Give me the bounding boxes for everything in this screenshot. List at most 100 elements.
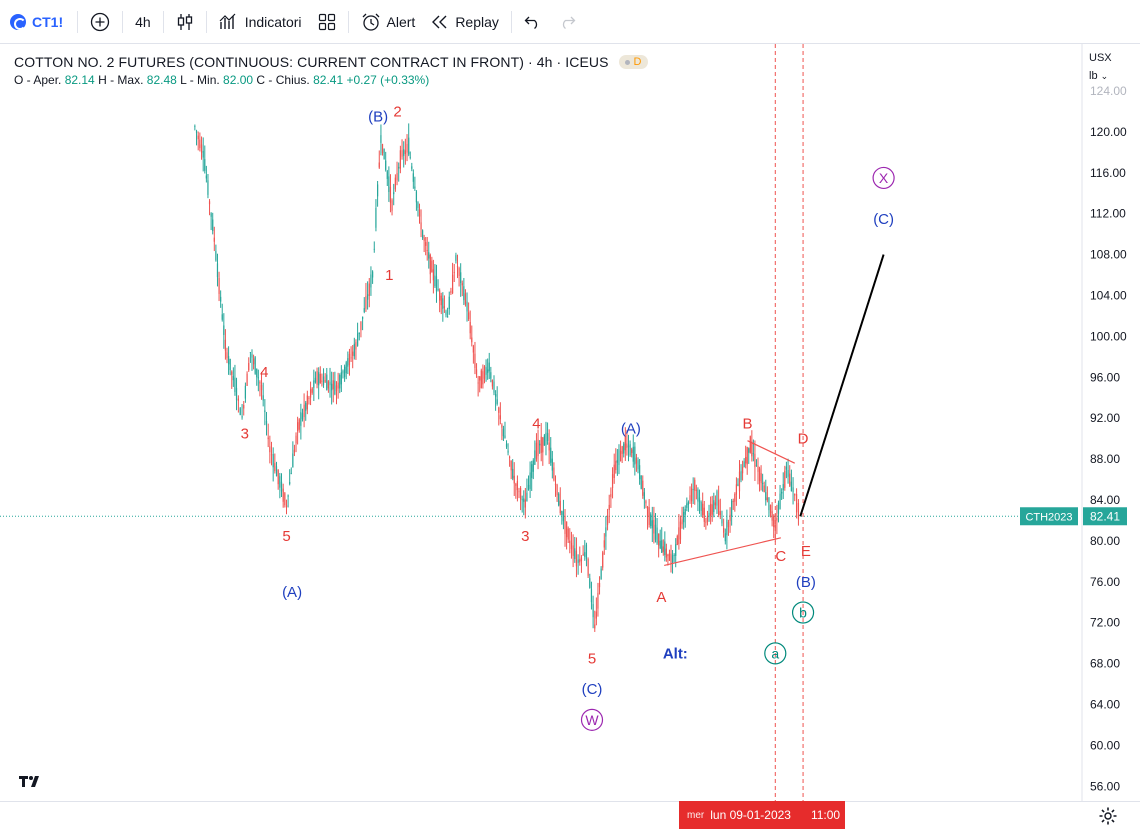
candle-body [434,275,436,287]
candle-body [391,200,393,211]
tradingview-logo-icon[interactable] [16,770,46,792]
projection-line [799,254,885,517]
candle-body [698,497,701,503]
candle-body [645,501,647,504]
wave-label-circle [764,642,787,665]
layout-templates-button[interactable] [310,7,344,37]
candle-body [355,342,357,350]
candle-body [367,294,369,300]
candle-body [308,397,310,399]
high-label: H - Max. [98,73,144,87]
candle-body [529,472,531,489]
candle-body [295,435,297,444]
candle-body [646,506,649,518]
candle-body [417,202,419,208]
candle-body [460,272,462,284]
candle-body [703,507,705,522]
candle-body [651,520,653,529]
candle-body [675,544,677,556]
symbol-logo-icon [10,13,26,30]
candle-body [592,604,594,618]
candle-body [279,476,281,488]
candle-body [534,450,536,465]
unit-label: lb [1089,70,1098,82]
price-chart[interactable]: 124.00 120.00 116.00 112.00 108.00 104.00 100.… [0,44,1140,836]
candle-body [202,150,204,158]
candle-body [401,150,403,157]
candle-body [332,380,334,390]
candle-body [714,502,716,506]
toolbar-divider [77,10,79,33]
candle-body [535,442,538,459]
candle-body [249,352,252,353]
candle-body [695,489,697,491]
candle-body [679,521,682,540]
candle-body [221,314,223,320]
candle-body [667,554,669,557]
candle-body [420,222,422,230]
candle-body [396,173,398,181]
series-title: COTTON NO. 2 FUTURES (CONTINUOUS: CURREN… [14,54,609,70]
candle-body [697,489,699,502]
candle-body [218,278,220,294]
candle-body [521,499,523,501]
candle-body [298,419,300,430]
candle-body [353,343,355,357]
chart-pane[interactable]: 124.00 120.00 116.00 112.00 108.00 104.00 100.… [0,44,1140,836]
candle-body [532,460,534,472]
compare-add-button[interactable] [82,7,118,37]
candle-body [537,439,539,457]
candle-body [723,527,725,533]
wave-label: (C) [582,681,603,698]
candle-body [306,395,308,410]
candle-body [319,373,321,384]
price-tick-label: 72.00 [1090,616,1120,630]
wave-label: 5 [588,650,596,667]
symbol-badge [1020,507,1078,526]
market-status-badge[interactable]: D [618,55,648,69]
candle-body [428,252,430,259]
candle-body [642,480,644,496]
candle-body [784,470,786,488]
candle-body [746,447,748,465]
candle-body [631,449,633,454]
candle-body [270,454,273,456]
crosshair-prefix: mer [687,809,705,821]
candle-body [689,495,691,501]
unit-selector[interactable]: lb ⌄ [1089,70,1108,82]
candle-body [334,380,336,395]
candle-body [676,535,678,545]
chart-type-button[interactable] [168,7,202,37]
candle-body [546,433,549,442]
interval-label: 4h [135,13,151,30]
candle-body [297,422,299,431]
wave-label: b [799,604,807,620]
symbol-search-button[interactable]: CT1! [0,7,73,37]
wave-label: 3 [241,426,249,443]
candle-body [635,457,638,464]
low-value: 82.00 [223,73,254,87]
candle-body [505,443,508,447]
interval-button[interactable]: 4h [127,7,159,37]
candle-body [507,450,509,453]
alert-button[interactable]: Alert [353,7,424,37]
time-axis[interactable] [0,801,1140,836]
gear-icon[interactable] [1098,806,1118,826]
crosshair-time: 11:00 [810,808,841,822]
alarm-clock-icon [362,13,379,31]
replay-button[interactable]: Replay [423,7,507,37]
candle-body [782,484,784,491]
currency-selector[interactable]: USX [1089,52,1112,64]
candle-body [670,553,672,563]
candle-body [551,458,553,471]
candle-body [231,371,233,375]
redo-button[interactable] [550,7,584,37]
market-status-letter: D [633,56,642,68]
indicators-button[interactable]: Indicatori [211,7,310,37]
candle-body [719,511,721,516]
undo-button[interactable] [516,7,550,37]
candle-body [585,544,588,559]
candle-body [543,435,545,446]
candle-body [648,507,650,525]
candle-body [458,268,460,277]
